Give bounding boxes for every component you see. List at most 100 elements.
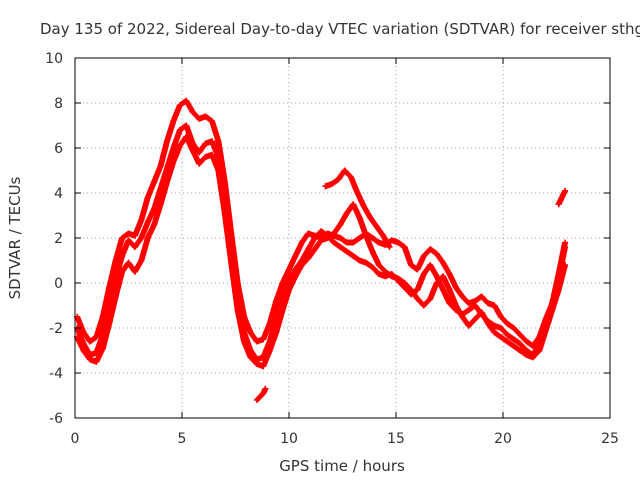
data-point [151,221,158,228]
data-point [328,181,335,187]
data-point [452,284,459,291]
data-point [497,325,504,331]
data-point [446,300,453,307]
data-point [367,214,374,221]
data-point [350,201,357,208]
data-point [369,235,376,241]
data-point [354,190,361,196]
data-point [549,307,556,313]
data-point [112,293,119,300]
series-segment-b [253,385,269,403]
data-point [472,302,479,309]
data-point [536,347,543,354]
data-point [86,356,93,363]
data-point [465,307,472,313]
data-point [131,268,138,275]
data-point [80,347,87,354]
data-point [208,138,215,145]
data-point [131,244,138,250]
data-point [343,210,350,217]
data-point [395,275,402,282]
data-point [330,239,337,246]
data-point [420,271,427,277]
data-point [196,149,203,156]
x-tick-label: 20 [494,431,512,447]
data-point [93,358,100,365]
data-point [241,338,248,345]
data-point [318,228,325,235]
data-point [221,210,228,217]
data-point [298,262,305,268]
data-point [157,201,164,208]
x-tick-labels: 0 5 10 15 20 25 [71,431,619,447]
series-track-3 [74,133,569,370]
data-point [260,363,267,370]
data-point [557,196,564,203]
data-point [164,138,171,145]
x-tick-label: 10 [280,431,298,447]
data-points [74,97,569,403]
data-point [369,248,376,255]
data-point [176,127,183,133]
data-point [189,109,196,115]
data-point [446,286,453,293]
data-point [262,385,269,392]
data-point [510,325,517,331]
data-point [446,271,453,277]
data-point [131,232,138,239]
data-point [215,167,222,174]
data-point [183,97,190,104]
y-axis-title: SDTVAR / TECUs [6,176,24,299]
data-point [517,347,524,354]
x-axis-title: GPS time / hours [279,457,405,475]
x-tick-label: 15 [387,431,405,447]
data-point [266,320,273,327]
data-point [433,273,440,280]
y-tick-label: 0 [54,276,63,292]
data-point [388,273,395,280]
data-point [529,343,536,349]
data-point [112,257,119,264]
data-point [286,266,292,273]
data-point [356,257,363,264]
data-point [318,237,325,244]
data-point [125,237,132,244]
x-tick-label: 25 [601,431,619,447]
data-point [360,203,367,210]
data-point [440,273,447,280]
data-point [144,219,151,226]
data-point [369,264,376,271]
data-point [472,316,479,322]
data-point [478,309,485,316]
data-point [555,286,562,293]
series-segment-a [322,167,393,250]
data-point [517,340,524,347]
data-point [485,300,492,307]
data-point [504,320,511,327]
grid-lines [75,58,610,418]
data-point [420,302,427,309]
data-point [427,262,434,268]
data-point [311,235,318,241]
data-point [337,244,344,250]
data-point [196,160,203,167]
data-point [529,354,536,361]
data-point [322,183,329,190]
data-point [138,235,145,241]
data-point [266,347,273,354]
data-point [491,329,498,336]
data-point [106,320,113,327]
data-point [375,271,382,277]
y-tick-label: -4 [49,366,63,382]
data-point [99,345,106,352]
data-point [363,232,370,239]
data-point [523,352,530,358]
data-point [356,214,363,221]
y-tick-label: 6 [54,141,63,157]
data-point [348,174,355,181]
data-point [253,338,260,345]
data-point [388,237,395,244]
data-point [253,361,260,367]
data-point [176,142,183,149]
